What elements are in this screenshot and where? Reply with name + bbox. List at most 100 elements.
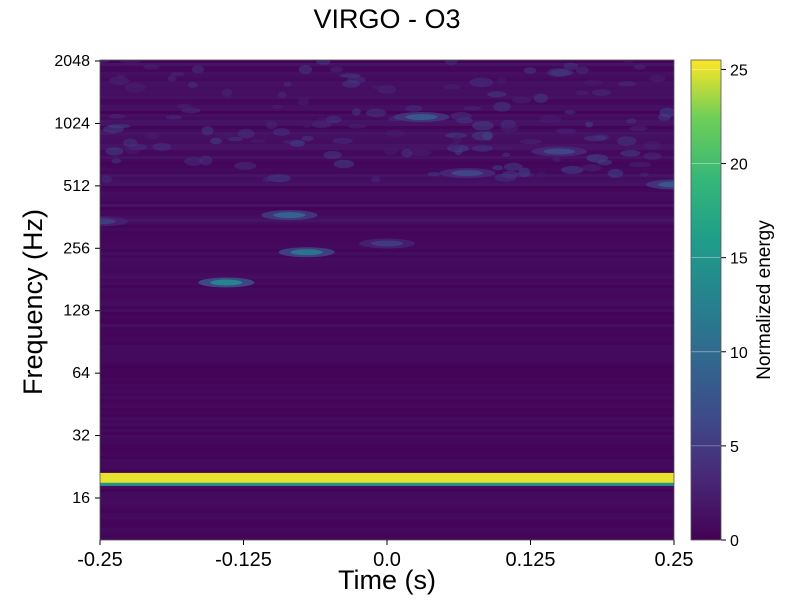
texture-speckle xyxy=(347,123,367,129)
texture-band xyxy=(100,108,674,111)
texture-speckle xyxy=(408,149,432,157)
texture-band xyxy=(100,138,674,141)
texture-speckle xyxy=(633,64,646,70)
texture-speckle xyxy=(152,142,172,151)
texture-speckle xyxy=(317,117,328,122)
texture-band xyxy=(100,135,674,138)
texture-band xyxy=(100,93,674,96)
texture-band xyxy=(100,72,674,75)
x-tick-label: 0.125 xyxy=(505,549,555,571)
texture-speckle xyxy=(556,128,576,134)
texture-speckle xyxy=(325,115,342,124)
y-tick-label: 1024 xyxy=(54,115,90,132)
texture-speckle xyxy=(303,120,312,129)
texture-speckle xyxy=(216,132,234,139)
texture-band xyxy=(100,273,674,276)
texture-band xyxy=(100,468,674,471)
texture-band xyxy=(100,309,674,312)
texture-band xyxy=(100,399,674,402)
y-tick-label: 16 xyxy=(72,490,90,507)
texture-band xyxy=(100,291,674,294)
texture-band xyxy=(100,390,674,393)
x-axis: -0.25 -0.125 0.0 0.125 0.25 xyxy=(77,540,693,571)
texture-speckle xyxy=(469,77,494,88)
heat-bands xyxy=(100,60,674,540)
texture-band xyxy=(100,318,674,321)
texture-band xyxy=(100,105,674,108)
texture-band xyxy=(100,489,674,492)
texture-band xyxy=(100,369,674,372)
texture-band xyxy=(100,114,674,117)
texture-band xyxy=(100,261,674,264)
y-tick-label: 128 xyxy=(63,303,90,320)
texture-speckle xyxy=(552,156,561,163)
texture-speckle xyxy=(471,145,493,152)
texture-band xyxy=(100,96,674,99)
texture-speckle xyxy=(626,118,637,124)
texture-band xyxy=(100,408,674,411)
texture-speckle xyxy=(119,60,141,65)
texture-speckle xyxy=(658,113,671,121)
colorbar-ticks: 0 5 10 15 20 25 xyxy=(691,62,748,550)
texture-speckle xyxy=(487,91,507,98)
colorbar-tick-label: 20 xyxy=(730,157,748,174)
texture-speckle xyxy=(456,117,473,124)
texture-band xyxy=(100,465,674,468)
texture-speckle xyxy=(187,82,198,88)
blob-feature xyxy=(371,240,403,247)
y-tick-label: 256 xyxy=(63,240,90,257)
blob-feature xyxy=(100,218,116,225)
texture-speckle xyxy=(629,125,648,132)
texture-speckle xyxy=(107,124,131,129)
texture-band xyxy=(100,522,674,525)
texture-speckle xyxy=(283,81,292,87)
texture-band xyxy=(100,141,674,144)
texture-speckle xyxy=(405,105,423,112)
texture-band xyxy=(100,300,674,303)
texture-band xyxy=(100,159,674,162)
texture-band xyxy=(100,192,674,195)
texture-band xyxy=(100,366,674,369)
texture-speckle xyxy=(199,155,213,166)
texture-speckle xyxy=(298,64,313,75)
colorbar-tick-label: 15 xyxy=(730,251,748,268)
texture-speckle xyxy=(297,97,309,106)
texture-band xyxy=(100,471,674,474)
texture-band xyxy=(100,198,674,201)
texture-band xyxy=(100,186,674,189)
blob-feature xyxy=(451,170,484,177)
texture-band xyxy=(100,294,674,297)
texture-band xyxy=(100,231,674,234)
texture-band xyxy=(100,381,674,384)
texture-band xyxy=(100,378,674,381)
texture-speckle xyxy=(385,129,405,138)
blob-feature xyxy=(543,148,576,155)
texture-speckle xyxy=(301,135,314,142)
texture-speckle xyxy=(523,67,537,74)
texture-band xyxy=(100,282,674,285)
texture-speckle xyxy=(496,77,507,85)
texture-speckle xyxy=(472,121,494,131)
texture-speckle xyxy=(620,150,641,157)
texture-speckle xyxy=(265,120,278,130)
texture-speckle xyxy=(311,121,332,129)
y-tick-label: 32 xyxy=(72,428,90,445)
texture-speckle xyxy=(401,148,413,158)
texture-band xyxy=(100,168,674,171)
texture-speckle xyxy=(494,173,517,182)
texture-band xyxy=(100,393,674,396)
texture-speckle xyxy=(101,175,113,184)
texture-speckle xyxy=(564,110,576,115)
y-axis: 16 32 64 128 256 512 1024 2048 xyxy=(54,53,100,507)
texture-band xyxy=(100,537,674,540)
texture-band xyxy=(100,213,674,216)
texture-band xyxy=(100,324,674,327)
texture-band xyxy=(100,111,674,114)
x-tick-label: -0.125 xyxy=(215,549,272,571)
texture-band xyxy=(100,288,674,291)
texture-speckle xyxy=(377,85,397,94)
texture-speckle xyxy=(617,81,637,87)
x-tick-label: -0.25 xyxy=(77,549,123,571)
texture-speckle xyxy=(582,80,603,86)
